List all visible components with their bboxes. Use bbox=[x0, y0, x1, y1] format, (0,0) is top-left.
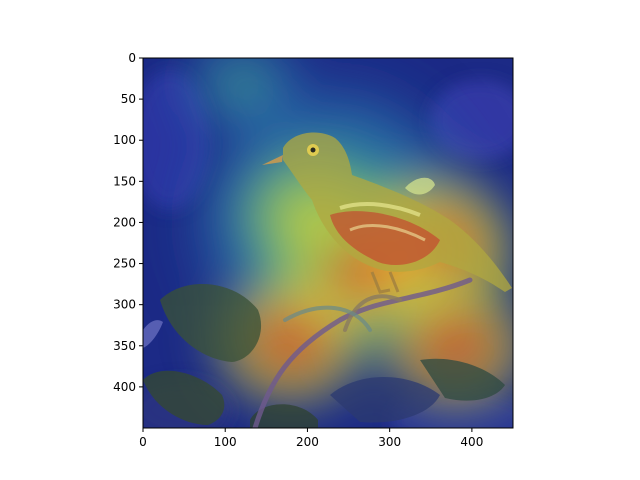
y-tick-label: 50 bbox=[121, 92, 136, 106]
y-tick-label: 250 bbox=[113, 257, 136, 271]
x-tick-label: 100 bbox=[214, 435, 237, 449]
y-tick-label: 300 bbox=[113, 298, 136, 312]
y-axis: 0 50 100 150 200 250 300 350 400 bbox=[113, 51, 143, 394]
y-tick-label: 400 bbox=[113, 380, 136, 394]
x-tick-label: 300 bbox=[378, 435, 401, 449]
y-tick-label: 200 bbox=[113, 215, 136, 229]
y-tick-label: 150 bbox=[113, 174, 136, 188]
axes-frame bbox=[142, 57, 514, 429]
y-tick-label: 350 bbox=[113, 339, 136, 353]
x-tick-label: 400 bbox=[460, 435, 483, 449]
x-tick-label: 200 bbox=[296, 435, 319, 449]
bird bbox=[262, 132, 512, 294]
branches bbox=[252, 277, 473, 428]
x-tick-label: 0 bbox=[139, 435, 147, 449]
x-axis: 0 100 200 300 400 bbox=[139, 428, 483, 449]
heat-hotspot-5 bbox=[166, 58, 317, 147]
image-plot-area bbox=[143, 58, 513, 428]
y-tick-label: 100 bbox=[113, 133, 136, 147]
leaves bbox=[143, 283, 505, 428]
y-tick-label: 0 bbox=[128, 51, 136, 65]
